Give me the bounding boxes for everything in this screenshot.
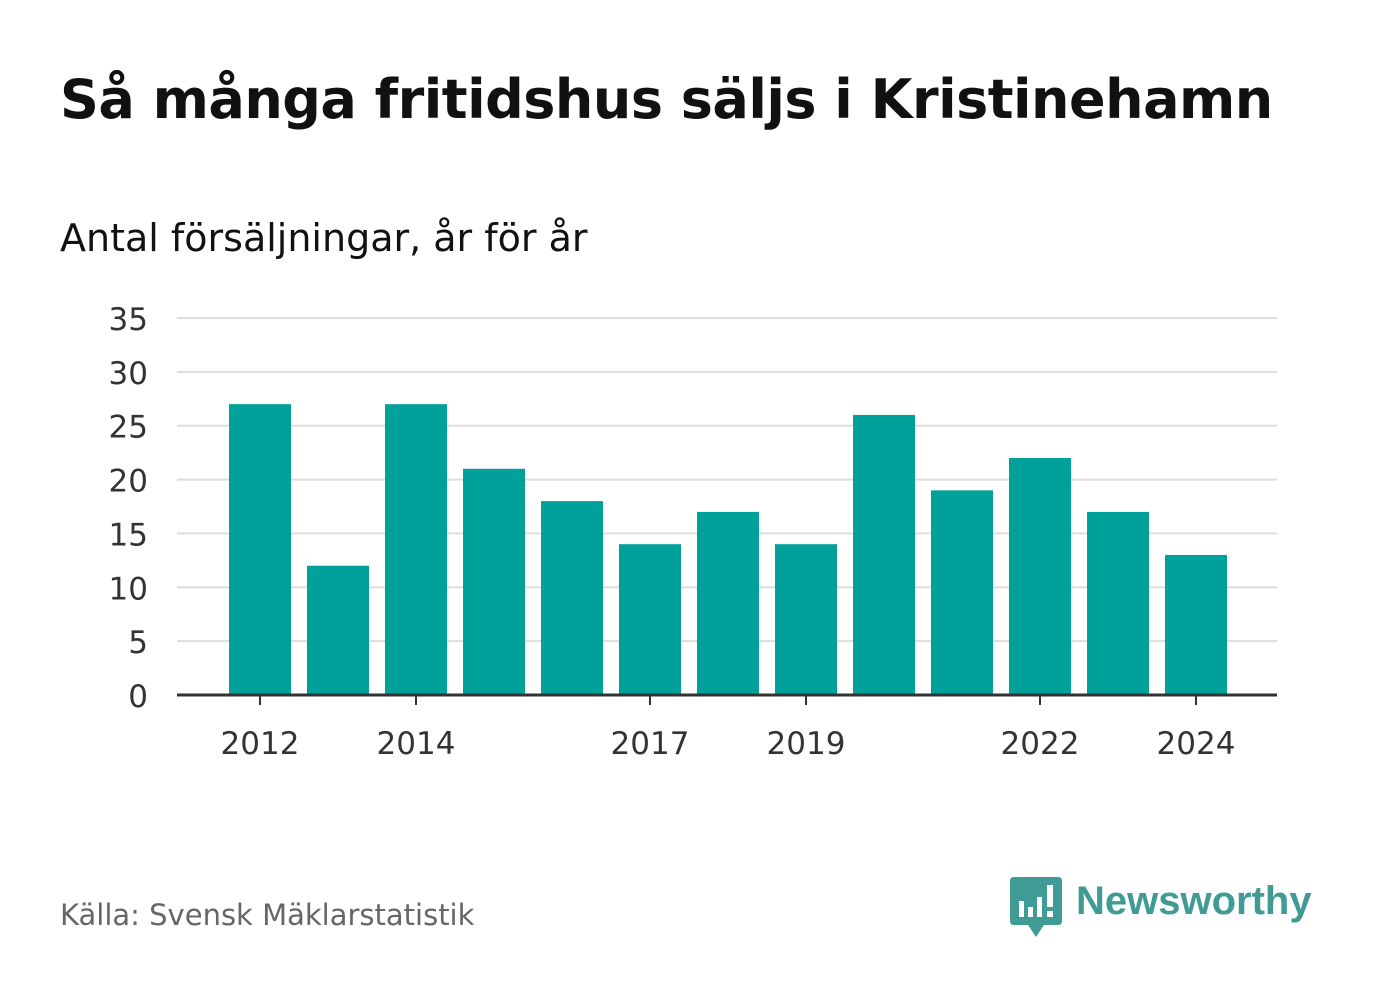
bar-2016 <box>541 501 603 695</box>
newsworthy-logo-icon <box>1010 877 1062 937</box>
x-tick-label-2024: 2024 <box>1157 726 1236 762</box>
bar-2012 <box>229 404 291 695</box>
y-tick-label-5: 5 <box>128 625 148 661</box>
bar-2020 <box>853 414 915 695</box>
x-tick-label-2017: 2017 <box>611 726 690 762</box>
x-tick-label-2019: 2019 <box>767 726 846 762</box>
bar-2015 <box>463 468 525 695</box>
brand-name: Newsworthy <box>1076 879 1312 923</box>
source-note: Källa: Svensk Mäklarstatistik <box>60 898 475 932</box>
bar-2019 <box>775 544 837 695</box>
y-tick-label-20: 20 <box>109 464 148 500</box>
chart-subtitle: Antal försäljningar, år för år <box>60 216 588 260</box>
x-tick-label-2022: 2022 <box>1001 726 1080 762</box>
bar-2023 <box>1087 511 1149 695</box>
bar-2014 <box>385 404 447 695</box>
y-tick-label-10: 10 <box>109 571 148 607</box>
y-tick-label-30: 30 <box>109 356 148 392</box>
y-tick-label-15: 15 <box>109 517 148 553</box>
bar-2021 <box>931 490 993 695</box>
bar-2022 <box>1009 458 1071 695</box>
chart-title: Så många fritidshus säljs i Kristinehamn <box>60 68 1273 131</box>
brand: Newsworthy <box>1010 877 1312 941</box>
y-tick-label-25: 25 <box>109 410 148 446</box>
bar-chart: 0 5 10 15 20 25 30 35 2012 2014 2017 2019 2022 2024 <box>109 302 1277 762</box>
x-tick-label-2012: 2012 <box>221 726 300 762</box>
x-tick-label-2014: 2014 <box>377 726 456 762</box>
y-tick-label-0: 0 <box>128 679 148 715</box>
bar-2013 <box>307 565 369 695</box>
bar-2024 <box>1165 554 1227 695</box>
bar-2018 <box>697 511 759 695</box>
y-tick-label-35: 35 <box>109 302 148 338</box>
bar-2017 <box>619 544 681 695</box>
